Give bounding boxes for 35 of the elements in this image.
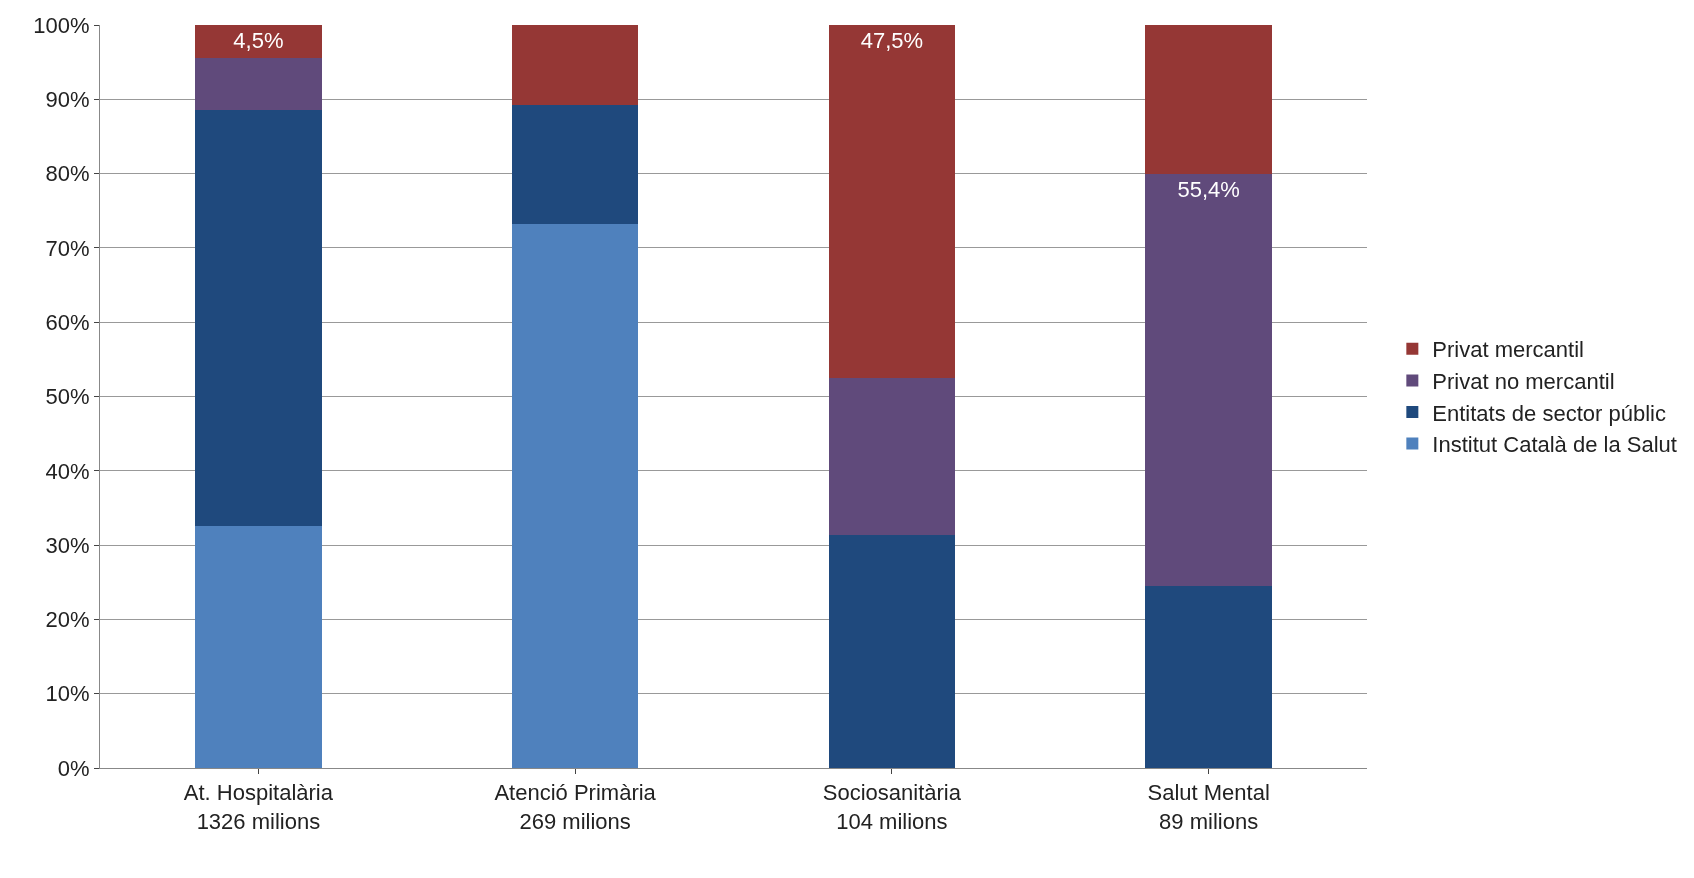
bar [511, 104, 639, 225]
x-tick-label: Sociosanitària 104 milions [822, 780, 962, 834]
bar [195, 525, 322, 768]
bar [828, 377, 956, 535]
legend-label: Entitats de sector públic [1432, 400, 1666, 426]
y-tick-label: 80% [45, 161, 90, 187]
y-tick-label: 50% [45, 384, 90, 410]
legend-label: Institut Català de la Salut [1432, 432, 1677, 458]
y-tick-label: 40% [45, 458, 90, 484]
bar [511, 224, 639, 768]
y-tick-label: 30% [45, 532, 90, 558]
bar [828, 534, 956, 768]
bar [195, 58, 322, 110]
bar [828, 25, 956, 378]
y-tick-label: 100% [33, 12, 90, 38]
y-tick-label: 20% [45, 607, 90, 633]
x-tick-label: Atenció Primària 269 milions [494, 780, 657, 834]
bar [1145, 25, 1272, 175]
y-tick-label: 90% [45, 87, 90, 112]
y-tick-label: 10% [45, 681, 90, 707]
data-label: 55,4% [1177, 177, 1240, 203]
y-tick-label: 0% [57, 755, 90, 781]
y-tick-label: 60% [45, 309, 90, 335]
bar [511, 25, 639, 105]
x-tick-label: At. Hospitalària 1326 milions [183, 780, 334, 834]
bar [195, 25, 322, 59]
data-label: 47,5% [860, 28, 924, 53]
bar [1145, 585, 1272, 768]
bar [1145, 174, 1272, 586]
legend-label: Privat no mercantil [1432, 368, 1615, 394]
data-label: 4,5% [233, 28, 284, 53]
y-tick-label: 70% [45, 235, 90, 261]
legend-label: Privat mercantil [1432, 337, 1584, 363]
x-tick-label: Salut Mental 89 milions [1147, 780, 1270, 834]
bar [195, 109, 322, 526]
